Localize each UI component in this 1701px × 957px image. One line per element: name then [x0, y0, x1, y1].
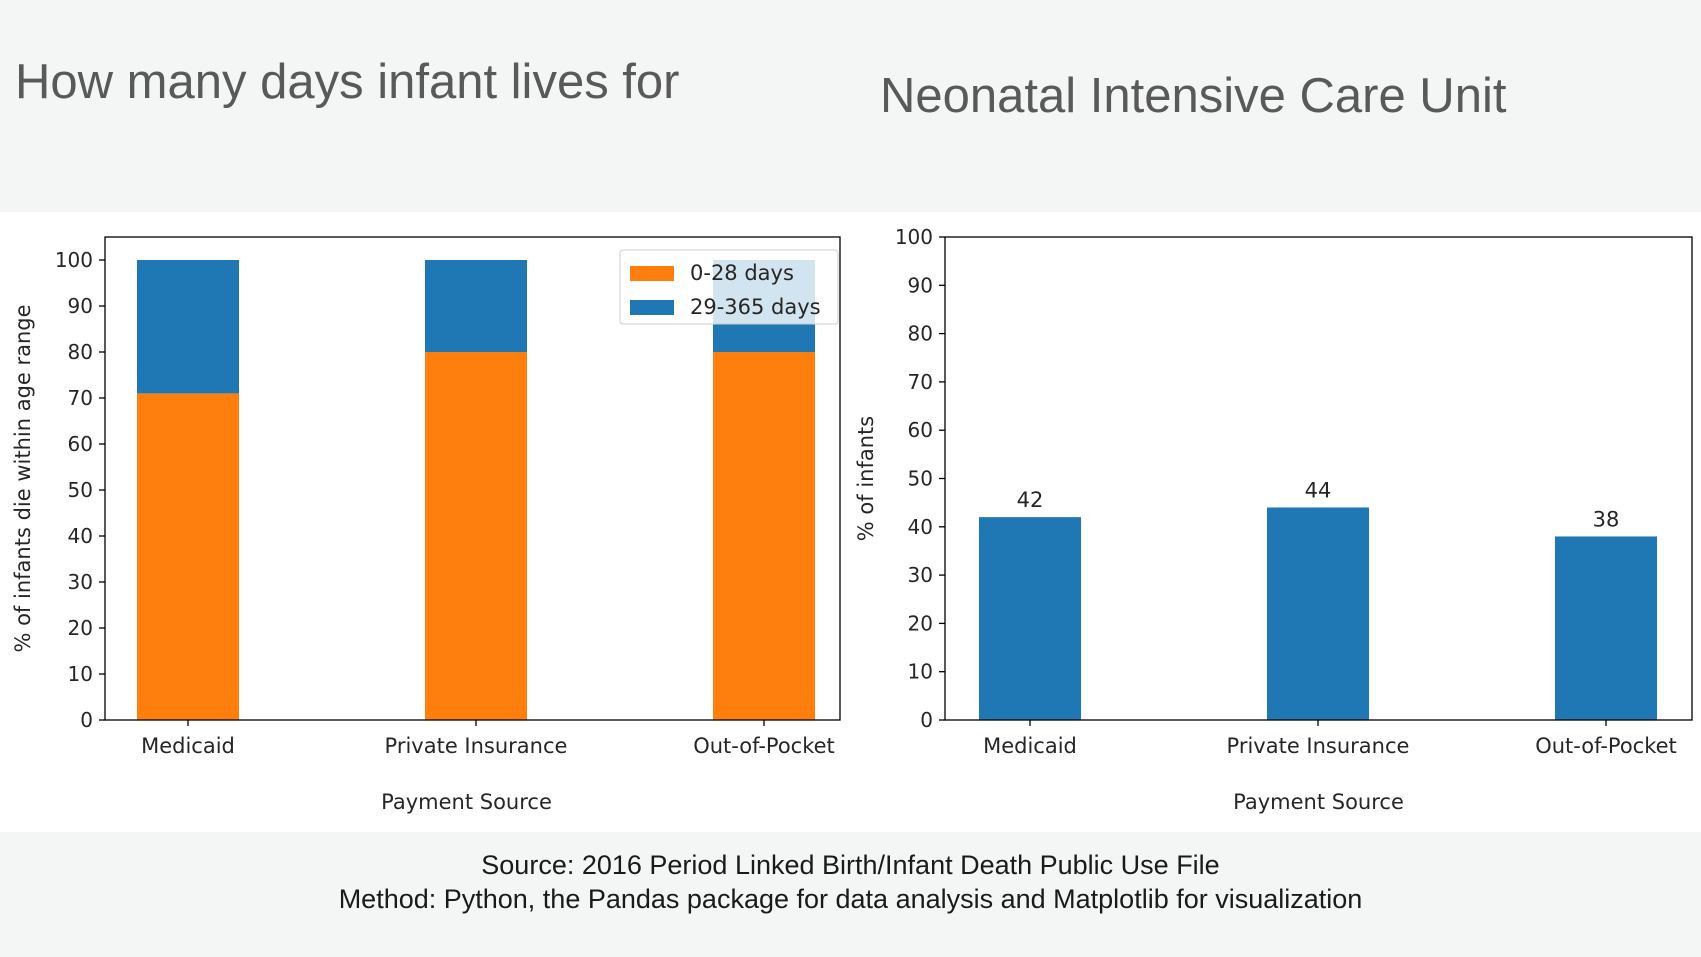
plot-frame: [104, 236, 841, 721]
bar-early-1: [425, 352, 527, 720]
x-axis-label: Payment Source: [381, 790, 552, 814]
y-tick-label-0: 0: [920, 708, 933, 732]
legend: 0-28 days 29-365 days: [619, 249, 839, 325]
y-tick-label-3: 30: [68, 570, 93, 594]
x-tick-label-1: Private Insurance: [1227, 734, 1410, 758]
nicu-bar-chart: 42 Medicaid 44 Private Insurance 38 Out-of-Po…: [854, 225, 1693, 814]
x-tick-label-0: Medicaid: [983, 734, 1077, 758]
bar-2: [1555, 536, 1657, 720]
y-tick-label-4: 40: [908, 515, 933, 539]
y-axis-label: % of infants: [854, 416, 878, 541]
y-tick-label-3: 30: [908, 563, 933, 587]
legend-swatch-late: [630, 300, 674, 315]
y-tick-label-1: 10: [68, 662, 93, 686]
y-tick-label-8: 80: [68, 340, 93, 364]
method-note: Method: Python, the Pandas package for d…: [338, 884, 1363, 914]
y-tick-label-10: 100: [55, 248, 93, 272]
y-tick-label-7: 70: [68, 386, 93, 410]
plot-frame: [944, 236, 1693, 721]
charts-panel: Medicaid Private Insurance Out-of-Pocket 0 1…: [0, 212, 1701, 832]
source-note: Source: 2016 Period Linked Birth/Infant …: [481, 850, 1220, 880]
x-tick-label-0: Medicaid: [141, 734, 235, 758]
legend-label-late: 29-365 days: [690, 295, 821, 319]
y-tick-label-2: 20: [908, 611, 933, 635]
y-tick-label-5: 50: [68, 478, 93, 502]
bar-late-1: [425, 260, 527, 352]
y-tick-label-1: 10: [908, 660, 933, 684]
legend-swatch-early: [630, 266, 674, 281]
data-label-1: 44: [1305, 478, 1332, 502]
bar-early-2: [713, 352, 815, 720]
bar-0: [979, 517, 1081, 720]
y-tick-label-6: 60: [908, 418, 933, 442]
data-label-0: 42: [1017, 488, 1044, 512]
x-tick-label-2: Out-of-Pocket: [693, 734, 835, 758]
x-tick-label-1: Private Insurance: [385, 734, 568, 758]
right-chart-title: Neonatal Intensive Care Unit: [880, 69, 1507, 123]
x-tick-label-2: Out-of-Pocket: [1535, 734, 1677, 758]
x-axis-label: Payment Source: [1233, 790, 1404, 814]
y-tick-label-7: 70: [908, 370, 933, 394]
y-tick-label-9: 90: [908, 273, 933, 297]
bar-1: [1267, 507, 1369, 720]
y-tick-label-0: 0: [80, 708, 93, 732]
stacked-bar-chart: Medicaid Private Insurance Out-of-Pocket 0 1…: [11, 236, 841, 814]
bar-early-0: [137, 393, 239, 720]
footer: Source: 2016 Period Linked Birth/Infant …: [0, 848, 1701, 916]
y-tick-label-10: 100: [895, 225, 933, 249]
y-tick-label-9: 90: [68, 294, 93, 318]
y-tick-label-8: 80: [908, 322, 933, 346]
left-chart-title: How many days infant lives for: [15, 55, 680, 109]
y-tick-label-2: 20: [68, 616, 93, 640]
y-tick-label-4: 40: [68, 524, 93, 548]
y-axis-label: % of infants die within age range: [11, 304, 35, 652]
legend-label-early: 0-28 days: [690, 261, 794, 285]
y-tick-label-6: 60: [68, 432, 93, 456]
legend-box: [619, 249, 839, 325]
data-label-2: 38: [1593, 507, 1620, 531]
bar-late-0: [137, 260, 239, 394]
y-tick-label-5: 50: [908, 467, 933, 491]
